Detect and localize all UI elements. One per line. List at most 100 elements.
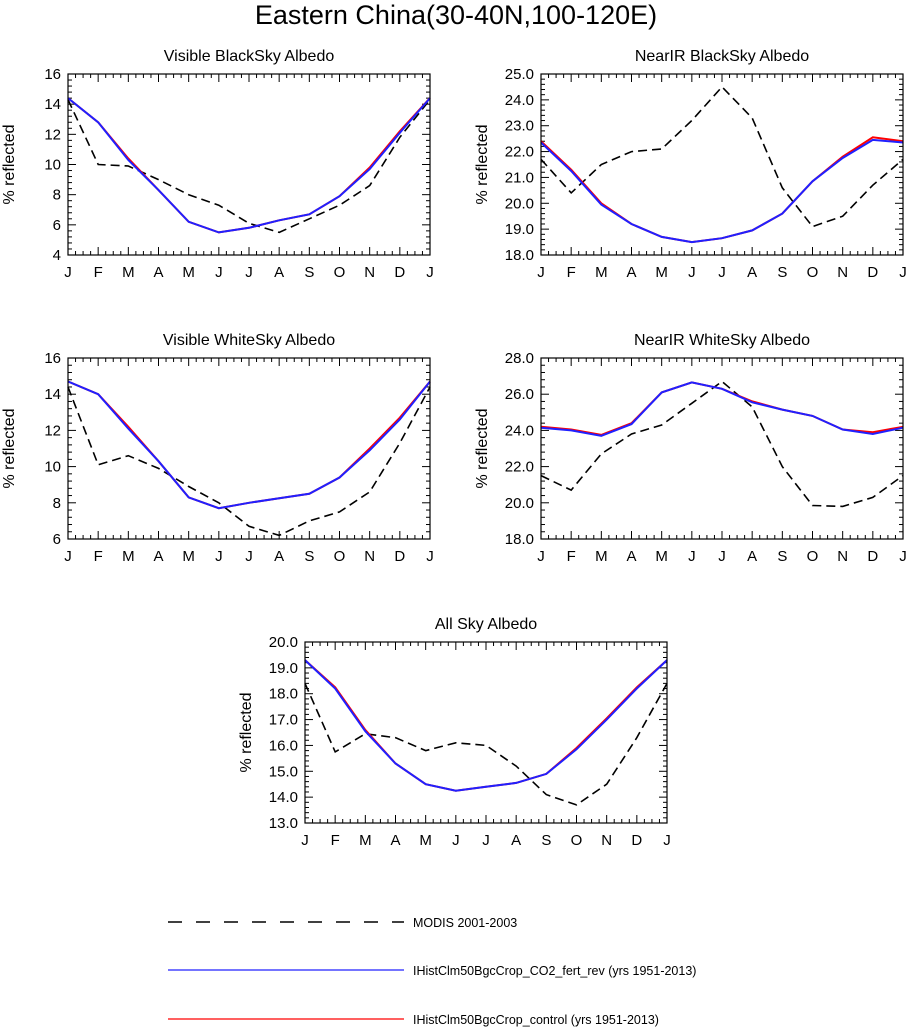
x-tick-label: J [537, 548, 545, 565]
x-tick-label: M [595, 548, 608, 565]
legend-entry: MODIS 2001-2003 [168, 916, 517, 930]
series-line [540, 381, 904, 437]
chart-panel: Visible WhiteSky Albedo % reflected J F M A M J… [1, 332, 434, 565]
x-tick-label: M [655, 264, 668, 281]
panel-title: All Sky Albedo [435, 616, 537, 633]
y-axis-label: % reflected [1, 124, 18, 204]
x-tick-label: A [511, 832, 521, 849]
plot-frame [304, 641, 668, 824]
y-tick-label: 6 [53, 217, 61, 234]
x-tick-label: A [747, 264, 757, 281]
x-tick-label: M [122, 264, 135, 281]
x-tick-label: F [567, 264, 576, 281]
y-tick-label: 18.0 [269, 686, 298, 703]
x-tick-label: S [777, 548, 787, 565]
x-tick-label: M [122, 548, 135, 565]
chart-panels: Visible BlackSky Albedo % reflected J F M A M J… [1, 48, 907, 849]
x-tick-label: F [567, 548, 576, 565]
y-tick-label: 18.0 [505, 531, 534, 548]
y-tick-label: 16 [44, 350, 61, 367]
x-tick-label: D [867, 264, 878, 281]
y-tick-label: 14 [44, 96, 61, 113]
x-tick-label: J [215, 264, 223, 281]
x-tick-label: M [182, 264, 195, 281]
x-tick-label: N [837, 548, 848, 565]
legend-entry: IHistClm50BgcCrop_control (yrs 1951-2013… [168, 1013, 659, 1027]
x-tick-label: M [359, 832, 372, 849]
chart-panel: Visible BlackSky Albedo % reflected J F M A M J… [1, 48, 434, 281]
x-tick-label: M [182, 548, 195, 565]
legend-label: IHistClm50BgcCrop_CO2_fert_rev (yrs 1951… [413, 964, 696, 978]
series-line [67, 97, 431, 234]
y-tick-label: 8 [53, 187, 61, 204]
y-axis-label: % reflected [474, 408, 491, 488]
legend: MODIS 2001-2003 IHistClm50BgcCrop_CO2_fer… [168, 916, 696, 1027]
y-tick-label: 26.0 [505, 386, 534, 403]
plot-frame [540, 357, 904, 540]
x-tick-label: J [537, 264, 545, 281]
series-line [304, 659, 668, 792]
x-tick-label: J [245, 264, 253, 281]
x-tick-label: J [452, 832, 460, 849]
x-tick-label: D [394, 548, 405, 565]
y-tick-label: 16 [44, 66, 61, 83]
panel-title: NearIR BlackSky Albedo [635, 48, 809, 65]
x-tick-label: M [419, 832, 432, 849]
y-tick-label: 14 [44, 386, 61, 403]
x-tick-label: N [364, 264, 375, 281]
y-tick-label: 22.0 [505, 144, 534, 161]
x-tick-label: A [747, 548, 757, 565]
series-line [304, 659, 668, 792]
x-tick-label: S [304, 548, 314, 565]
x-tick-label: O [571, 832, 583, 849]
series-line [67, 380, 431, 510]
x-tick-label: O [334, 264, 346, 281]
y-tick-label: 24.0 [505, 422, 534, 439]
x-tick-label: J [899, 264, 907, 281]
x-tick-label: N [601, 832, 612, 849]
panel-title: Visible BlackSky Albedo [164, 48, 335, 65]
y-tick-label: 21.0 [505, 169, 534, 186]
x-tick-label: A [274, 548, 284, 565]
y-tick-label: 22.0 [505, 459, 534, 476]
plot-frame [540, 73, 904, 256]
y-tick-label: 20.0 [505, 195, 534, 212]
x-tick-label: J [663, 832, 671, 849]
chart-panel: NearIR BlackSky Albedo % reflected J F M A M J J… [474, 48, 907, 281]
series-line [540, 138, 904, 244]
y-tick-label: 13.0 [269, 815, 298, 832]
y-tick-label: 18.0 [505, 247, 534, 264]
y-tick-label: 10 [44, 459, 61, 476]
x-tick-label: F [94, 264, 103, 281]
y-tick-label: 4 [53, 247, 61, 264]
x-tick-label: S [304, 264, 314, 281]
y-tick-label: 12 [44, 126, 61, 143]
y-tick-label: 24.0 [505, 92, 534, 109]
y-tick-label: 15.0 [269, 763, 298, 780]
y-tick-label: 12 [44, 422, 61, 439]
y-tick-label: 14.0 [269, 789, 298, 806]
x-tick-label: M [655, 548, 668, 565]
figure-title: Eastern China(30-40N,100-120E) [255, 0, 657, 30]
y-tick-label: 20.0 [269, 634, 298, 651]
y-tick-label: 28.0 [505, 350, 534, 367]
series-line [304, 683, 668, 806]
y-tick-label: 25.0 [505, 66, 534, 83]
y-tick-label: 10 [44, 157, 61, 174]
x-tick-label: J [215, 548, 223, 565]
x-tick-label: M [595, 264, 608, 281]
y-tick-label: 19.0 [269, 660, 298, 677]
series-line [540, 85, 904, 228]
x-tick-label: S [541, 832, 551, 849]
x-tick-label: J [899, 548, 907, 565]
legend-label: IHistClm50BgcCrop_control (yrs 1951-2013… [413, 1013, 659, 1027]
series-line [67, 386, 431, 537]
x-tick-label: O [334, 548, 346, 565]
panel-title: NearIR WhiteSky Albedo [634, 332, 810, 349]
x-tick-label: O [807, 548, 819, 565]
x-tick-label: D [867, 548, 878, 565]
x-tick-label: N [364, 548, 375, 565]
x-tick-label: F [331, 832, 340, 849]
